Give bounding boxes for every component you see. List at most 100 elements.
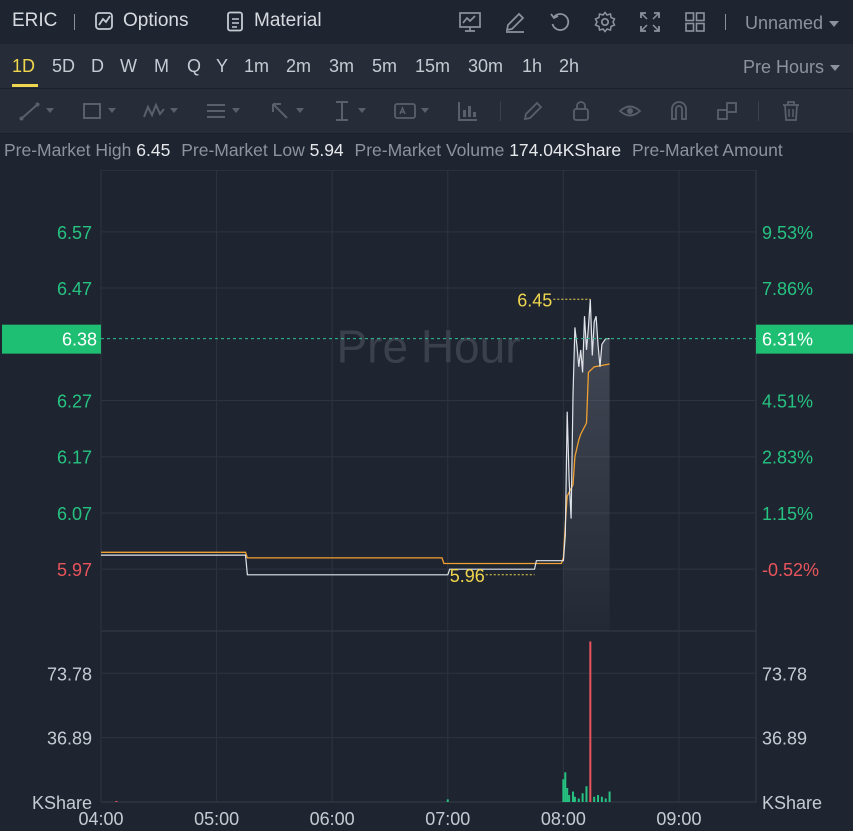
current-pct-badge [756,324,853,354]
volume-unit-label: KShare [32,793,92,813]
symbol-title[interactable]: ERIC [12,10,58,31]
y-tick-label: 6.27 [57,392,92,412]
fib-tool-icon[interactable] [204,99,240,123]
divider [74,14,75,30]
top-bar: ERIC Options Material Unnamed [0,0,853,44]
indicator-tool-icon[interactable] [456,99,480,123]
tab-2h[interactable]: 2h [559,56,580,76]
tab-1m[interactable]: 1m [244,56,270,76]
high-marker-label: 6.45 [517,290,552,310]
pct-tick-label: 2.83% [762,448,813,468]
current-price-badge [2,324,101,354]
tab-w[interactable]: W [120,56,137,76]
trash-icon[interactable] [779,99,803,123]
chart-icon[interactable] [458,10,482,34]
options-button[interactable]: Options [123,10,189,31]
tab-5d[interactable]: 5D [52,56,76,76]
volume-tick-label: 36.89 [47,729,92,749]
options-icon[interactable] [93,10,117,34]
volume-tick-label: 73.78 [762,664,807,684]
tab-3m[interactable]: 3m [329,56,355,76]
low-marker-label: 5.96 [450,566,485,586]
stat-high-label: Pre-Market High [4,140,132,160]
y-tick-label: 6.17 [57,448,92,468]
watermark: Pre Hour [336,321,520,373]
session-dropdown[interactable]: Pre Hours [743,57,841,78]
chevron-down-icon [829,21,840,28]
tab-d[interactable]: D [91,56,104,76]
pattern-tool-icon[interactable] [142,99,178,123]
rectangle-tool-icon[interactable] [80,99,116,123]
volume-bar [604,798,607,802]
timeframe-bar: 1D 5D D W M Q Y 1m 2m 3m 5m 15m 30m 1h 2… [0,44,853,88]
refresh-icon[interactable] [548,10,572,34]
tab-2m[interactable]: 2m [286,56,312,76]
y-tick-label: 5.97 [57,560,92,580]
clone-icon[interactable] [715,99,739,123]
material-icon[interactable] [224,10,248,34]
pct-tick-label: 9.53% [762,223,813,243]
volume-bar [577,798,580,802]
stat-volume-value: 174.04KShare [509,140,622,160]
tab-q[interactable]: Q [187,56,202,76]
layout-grid-icon[interactable] [683,10,707,34]
volume-tick-label: 36.89 [762,729,807,749]
layout-dropdown[interactable]: Unnamed [745,13,840,34]
lock-icon[interactable] [569,99,593,123]
y-tick-label: 6.47 [57,279,92,299]
measure-tool-icon[interactable] [330,99,366,123]
divider [758,101,759,121]
volume-bar [115,800,118,802]
volume-bar [593,796,596,802]
volume-bar [608,791,611,802]
tab-5m[interactable]: 5m [372,56,398,76]
plot-area [100,170,757,803]
settings-icon[interactable] [593,10,617,34]
layout-name: Unnamed [745,13,824,33]
tab-1h[interactable]: 1h [522,56,543,76]
drawing-toolbar [0,88,853,134]
material-button[interactable]: Material [254,10,322,31]
pct-tick-label: 7.86% [762,279,813,299]
session-label: Pre Hours [743,57,825,77]
volume-bar [573,796,576,802]
volume-tick-label: 73.78 [47,664,92,684]
volume-unit-label: KShare [762,793,822,813]
magnet-icon[interactable] [667,99,691,123]
x-tick-label: 08:00 [541,809,586,829]
arrow-tool-icon[interactable] [268,99,304,123]
tab-y[interactable]: Y [216,56,229,76]
price-chart[interactable]: Pre Hour 6.57 9.53% 6.47 7.86% 6.27 4.51% 6.17 2… [0,170,853,831]
x-tick-label: 05:00 [194,809,239,829]
tab-m[interactable]: M [154,56,169,76]
volume-bar [564,772,567,802]
y-tick-label: 6.07 [57,504,92,524]
tab-15m[interactable]: 15m [415,56,451,76]
tab-30m[interactable]: 30m [468,56,504,76]
price-area-fill [563,299,610,631]
y-tick-label: 6.57 [57,223,92,243]
premarket-stats: Pre-Market High 6.45 Pre-Market Low 5.94… [4,140,783,161]
stat-high-value: 6.45 [136,140,171,160]
pct-tick-label: -0.52% [762,560,819,580]
x-tick-label: 06:00 [310,809,355,829]
pct-tick-label: 4.51% [762,392,813,412]
volume-bar [581,793,584,802]
edit-icon[interactable] [503,10,527,34]
avg-price-line [101,363,610,565]
pen-tool-icon[interactable] [521,99,545,123]
active-tab-indicator [12,84,38,87]
volume-bar [597,795,600,802]
volume-bar [566,788,569,802]
tab-1d[interactable]: 1D [12,56,36,76]
current-pct-label: 6.31% [762,330,813,350]
volume-bar [589,641,592,802]
chevron-down-icon [830,65,841,72]
volume-bar [600,796,603,802]
volume-bar [571,791,574,802]
eye-icon[interactable] [618,99,642,123]
fullscreen-icon[interactable] [638,10,662,34]
text-tool-icon[interactable] [393,99,429,123]
stat-low-value: 5.94 [309,140,344,160]
line-tool-icon[interactable] [18,99,54,123]
